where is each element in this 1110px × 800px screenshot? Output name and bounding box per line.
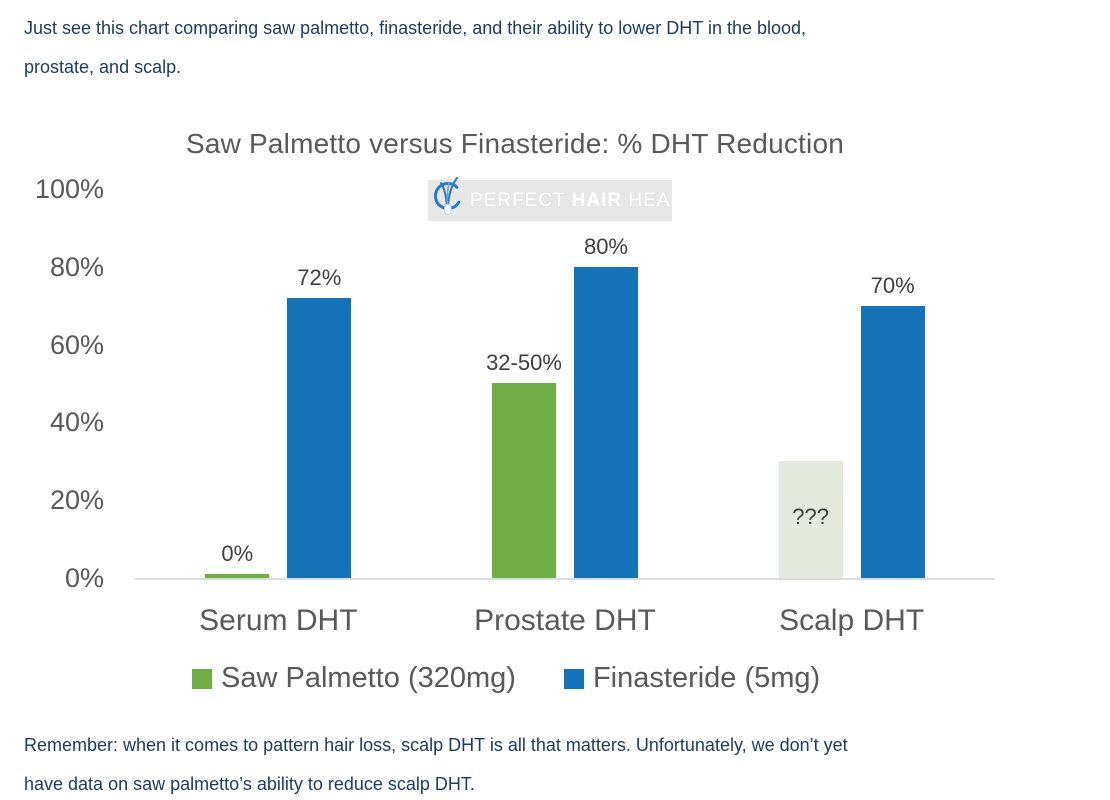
bar-finasteride-5mg-scalp-dht: 70% (860, 273, 925, 578)
hair-follicle-logo-icon (432, 177, 466, 224)
y-tick-label-20pct: 20% (49, 485, 104, 516)
bar-group-scalp-dht: ??? 70% (778, 273, 925, 578)
category-label-prostate-dht: Prostate DHT (474, 604, 656, 637)
y-axis: 0% 20% 40% 60% 80% 100% (0, 174, 104, 593)
legend-label-saw-palmetto-320mg: Saw Palmetto (320mg) (221, 662, 516, 694)
footer-paragraph: Remember: when it comes to pattern hair … (24, 726, 848, 800)
y-tick-label-40pct: 40% (49, 407, 104, 438)
watermark-suffix: HEALTH (628, 189, 708, 211)
intro-line-2: prostate, and scalp. (24, 56, 182, 77)
chart-legend: Saw Palmetto (320mg) Finasteride (5mg) (192, 662, 820, 695)
legend-swatch-saw-palmetto-320mg (192, 668, 212, 689)
intro-line-1: Just see this chart comparing saw palmet… (24, 18, 807, 38)
intro-paragraph: Just see this chart comparing saw palmet… (24, 9, 806, 86)
bar-group-serum-dht: 0% 72% (205, 265, 352, 578)
bar-saw-palmetto-320mg-scalp-dht: ??? (778, 461, 843, 578)
category-label-serum-dht: Serum DHT (199, 604, 358, 637)
bar-finasteride-5mg-serum-dht: 72% (287, 265, 352, 578)
chart-title: Saw Palmetto versus Finasteride: % DHT R… (185, 128, 845, 159)
watermark-prefix: PERFECT (470, 189, 566, 211)
bar-value-label-finasteride-5mg-serum-dht: 72% (297, 265, 342, 290)
bar-finasteride-5mg-prostate-dht: 80% (573, 234, 638, 578)
y-tick-label-100pct: 100% (34, 174, 104, 204)
legend-label-finasteride-5mg: Finasteride (5mg) (592, 662, 821, 694)
bar-value-label-saw-palmetto-320mg-prostate-dht: 32-50% (486, 350, 562, 375)
x-axis-category-labels: Serum DHT Prostate DHT Scalp DHT (135, 604, 995, 638)
y-tick-label-0pct: 0% (64, 563, 104, 593)
bar-value-label-finasteride-5mg-prostate-dht: 80% (583, 234, 629, 259)
footer-line-1: Remember: when it comes to pattern hair … (24, 735, 848, 755)
watermark-badge: PERFECT HAIR HEALTH (428, 177, 707, 224)
bar-saw-palmetto-320mg-prostate-dht: 32-50% (486, 350, 562, 578)
legend-swatch-finasteride-5mg (563, 668, 584, 689)
bar-saw-palmetto-320mg-serum-dht: 0% (205, 541, 270, 578)
legend-item-saw-palmetto-320mg: Saw Palmetto (320mg) (192, 662, 516, 695)
watermark-bold: HAIR (571, 189, 623, 211)
legend-item-finasteride-5mg: Finasteride (5mg) (563, 662, 821, 695)
plot-area: 0% 72% 32-50% 80%??? 70% (135, 189, 995, 580)
bar-group-prostate-dht: 32-50% 80% (486, 234, 638, 578)
y-tick-label-80pct: 80% (49, 251, 104, 282)
category-label-scalp-dht: Scalp DHT (779, 604, 925, 637)
bar-value-label-finasteride-5mg-scalp-dht: 70% (870, 273, 915, 298)
y-tick-label-60pct: 60% (49, 329, 104, 360)
bar-value-label-saw-palmetto-320mg-serum-dht: 0% (221, 541, 254, 566)
bar-value-label-saw-palmetto-320mg-scalp-dht: ??? (792, 504, 829, 529)
watermark-text: PERFECT HAIR HEALTH (470, 190, 708, 212)
footer-line-2: have data on saw palmetto’s ability to r… (24, 773, 475, 794)
